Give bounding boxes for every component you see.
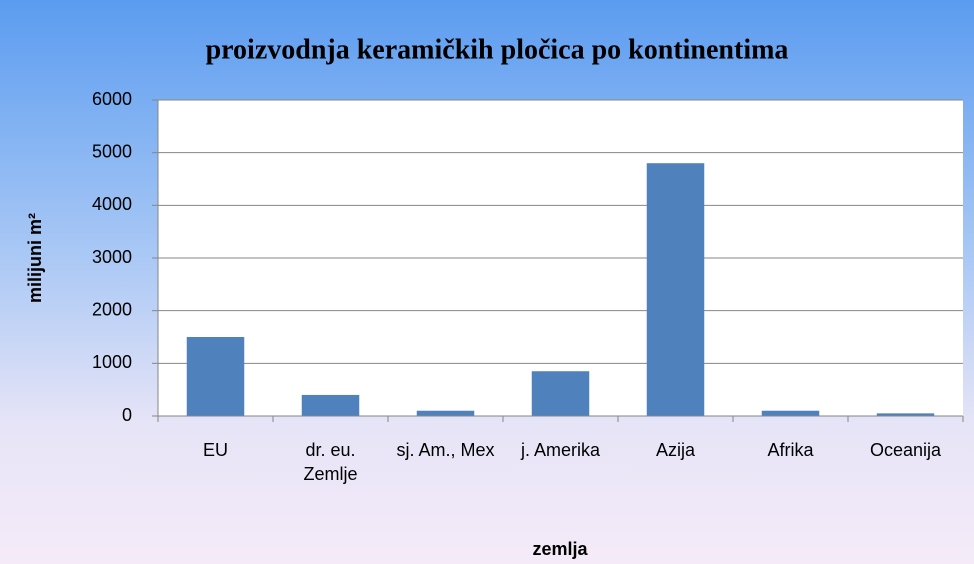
x-tick-label: dr. eu. Zemlje bbox=[303, 440, 358, 484]
bar bbox=[301, 394, 360, 416]
x-tick-label: EU bbox=[202, 440, 228, 460]
y-tick-label: 0 bbox=[122, 405, 132, 425]
bar bbox=[646, 163, 705, 416]
y-tick-label: 6000 bbox=[92, 89, 132, 109]
chart-title: proizvodnja keramičkih pločica po kontin… bbox=[206, 34, 789, 65]
bar bbox=[761, 410, 820, 416]
x-tick-label: Afrika bbox=[767, 440, 814, 460]
x-tick-label: j. Amerika bbox=[520, 440, 601, 460]
x-axis-title: zemlja bbox=[532, 539, 588, 559]
y-tick-label: 4000 bbox=[92, 194, 132, 214]
x-tick-label: Oceanija bbox=[869, 440, 942, 460]
y-tick-label: 1000 bbox=[92, 352, 132, 372]
bar bbox=[531, 371, 590, 416]
y-axis-title: milijuni m² bbox=[25, 213, 45, 303]
bar bbox=[416, 410, 475, 416]
bar bbox=[186, 337, 245, 416]
y-tick-label: 3000 bbox=[92, 247, 132, 267]
y-tick-label: 2000 bbox=[92, 299, 132, 319]
y-tick-label: 5000 bbox=[92, 141, 132, 161]
x-tick-label: sj. Am., Mex bbox=[396, 440, 495, 460]
bar bbox=[876, 413, 935, 416]
x-tick-label: Azija bbox=[655, 440, 695, 460]
